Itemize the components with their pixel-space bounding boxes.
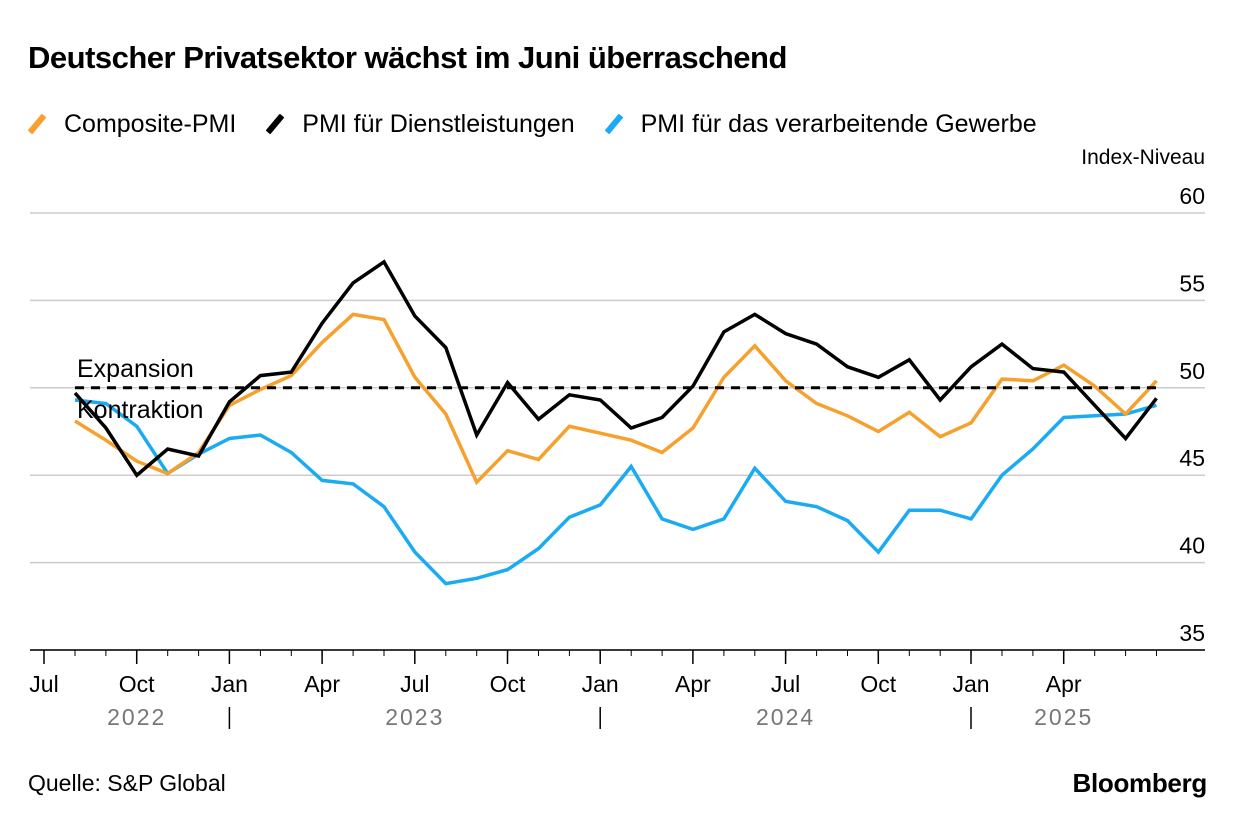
legend-label-manufacturing: PMI für das verarbeitende Gewerbe: [640, 109, 1037, 138]
legend: Composite-PMI PMI für Dienstleistungen P…: [27, 106, 1067, 142]
x-tick-label: Oct: [490, 671, 526, 697]
series-line-composite: [74, 312, 1158, 486]
x-tick-label: Apr: [304, 671, 340, 697]
x-tick-label: Jul: [400, 671, 429, 697]
series-line-manufacturing: [74, 398, 1157, 586]
year-label: 2025: [1034, 704, 1093, 730]
source-note: Quelle: S&P Global: [28, 770, 226, 796]
x-tick-label: Jul: [771, 671, 800, 697]
x-tick-label: Oct: [119, 671, 155, 697]
legend-label-services: PMI für Dienstleistungen: [302, 109, 575, 138]
reference-label-kontraktion: Kontraktion: [77, 396, 203, 424]
series-line-services: [73, 259, 1158, 478]
y-tick-label: 50: [1179, 358, 1205, 384]
x-tick-label: Apr: [1046, 671, 1082, 697]
legend-item-manufacturing: PMI für das verarbeitende Gewerbe: [604, 109, 1037, 139]
year-label: 2022: [107, 704, 166, 730]
year-label: 2023: [385, 704, 444, 730]
y-tick-label: 60: [1179, 183, 1205, 209]
legend-label-composite: Composite-PMI: [64, 109, 237, 138]
x-tick-label: Oct: [860, 671, 896, 697]
y-tick-label: 45: [1179, 445, 1205, 471]
legend-item-services: PMI für Dienstleistungen: [265, 109, 575, 139]
brand-logo: Bloomberg: [1072, 768, 1207, 798]
year-label: 2024: [756, 704, 815, 730]
x-tick-label: Jan: [582, 671, 619, 697]
y-axis-unit-label: Index-Niveau: [1081, 146, 1205, 169]
chart-title: Deutscher Privatsektor wächst im Juni üb…: [28, 40, 787, 75]
x-tick-label: Jul: [29, 671, 58, 697]
legend-item-composite: Composite-PMI: [27, 109, 237, 139]
reference-label-expansion: Expansion: [77, 355, 194, 383]
x-tick-label: Apr: [675, 671, 711, 697]
x-tick-label: Jan: [211, 671, 248, 697]
y-tick-label: 35: [1179, 620, 1205, 646]
x-tick-label: Jan: [952, 671, 989, 697]
y-tick-label: 40: [1179, 533, 1205, 559]
y-tick-label: 55: [1179, 270, 1205, 296]
